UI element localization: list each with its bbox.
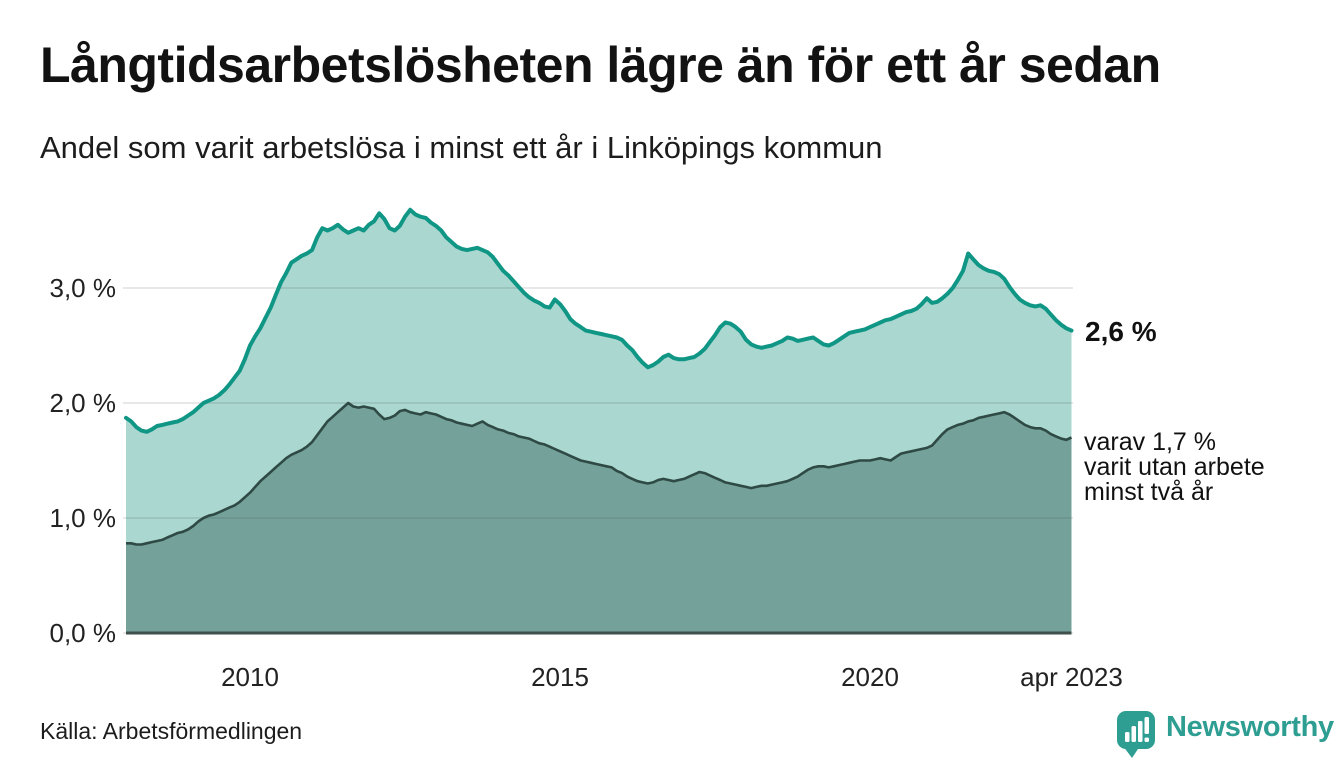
x-tick-label: apr 2023 [1020,662,1123,692]
annotation-line: minst två år [1084,478,1214,506]
brand-name: Newsworthy [1166,710,1334,743]
x-tick-label: 2010 [221,662,279,692]
annotation-two-years: varav 1,7 % varit utan arbete minst två … [1084,430,1265,505]
series-area-two-years [126,403,1072,633]
newsworthy-bubble-icon [1117,711,1155,758]
y-tick-label: 3,0 % [49,273,117,303]
page-title: Långtidsarbetslösheten lägre än för ett … [40,37,1161,93]
series-line-two-years [126,401,1073,546]
series-line-total [124,207,1074,434]
x-tick-label: 2015 [531,662,589,692]
brand-logo: Newsworthy [1116,708,1334,760]
annotation-line: varav 1,7 % [1084,428,1217,456]
chart-subtitle: Andel som varit arbetslösa i minst ett å… [40,130,883,165]
source-credit: Källa: Arbetsförmedlingen [40,718,303,744]
y-tick-label: 2,0 % [49,388,117,418]
x-tick-label: 2020 [841,662,899,692]
y-tick-label: 0,0 % [49,618,117,648]
annotation-latest-total: 2,6 % [1085,316,1157,347]
y-tick-label: 1,0 % [49,503,117,533]
annotation-line: varit utan arbete [1084,453,1265,481]
